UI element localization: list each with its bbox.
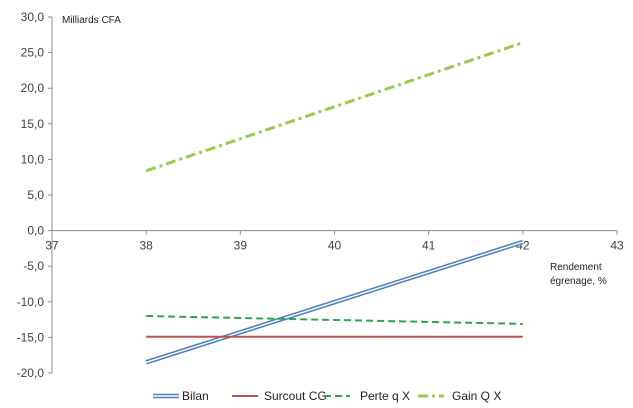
- y-tick-label: 0,0: [27, 224, 44, 238]
- series-lines: [145, 41, 524, 365]
- x-axis-ticks: 37 38 39 40 41 42 43: [45, 230, 624, 253]
- x-tick-label: 41: [422, 239, 436, 253]
- x-tick-label: 39: [234, 239, 248, 253]
- legend-label-surcout-cg: Surcout CG: [264, 389, 327, 403]
- x-tick-label: 38: [139, 239, 153, 253]
- legend-label-perte-q-x: Perte q X: [360, 389, 410, 403]
- y-tick-label: 25,0: [21, 46, 45, 60]
- legend-label-gain-q-x: Gain Q X: [452, 389, 501, 403]
- x-axis-label-line2: égrenage, %: [550, 276, 607, 287]
- series-line-gain-q-x: [145, 41, 524, 173]
- x-axis-label-line1: Rendement: [550, 262, 602, 273]
- legend-item-bilan: Bilan: [153, 389, 209, 403]
- legend-label-bilan: Bilan: [182, 389, 209, 403]
- y-tick-label: -20,0: [17, 366, 45, 380]
- legend-item-perte-q-x: Perte q X: [324, 389, 410, 403]
- y-tick-label: 15,0: [21, 117, 45, 131]
- x-tick-label: 37: [45, 239, 59, 253]
- y-tick-label: 30,0: [21, 10, 45, 24]
- series-gain-q-x: [145, 41, 524, 173]
- x-tick-label: 43: [610, 239, 624, 253]
- legend-item-gain-q-x: Gain Q X: [418, 389, 501, 403]
- legend-item-surcout-cg: Surcout CG: [232, 389, 327, 403]
- series-perte-q-x: [146, 315, 523, 325]
- y-tick-label: 10,0: [21, 152, 45, 166]
- y-tick-label: 5,0: [27, 188, 44, 202]
- y-tick-label: -5,0: [23, 259, 44, 273]
- y-tick-label: 20,0: [21, 81, 45, 95]
- series-line-perte-q-x: [146, 315, 523, 325]
- y-tick-label: -10,0: [17, 295, 45, 309]
- x-tick-label: 40: [328, 239, 342, 253]
- unit-label: Milliards CFA: [62, 15, 121, 26]
- legend: Bilan Surcout CG Perte q X Gain Q X: [153, 389, 501, 403]
- y-tick-label: -15,0: [17, 330, 45, 344]
- series-bilan: [145, 239, 524, 365]
- y-axis-ticks: 30,0 25,0 20,0 15,0 10,0 5,0 0,0 -5,0 -10,0 -15,0…: [17, 10, 52, 380]
- series-line-bilan-inner: [145, 241, 524, 363]
